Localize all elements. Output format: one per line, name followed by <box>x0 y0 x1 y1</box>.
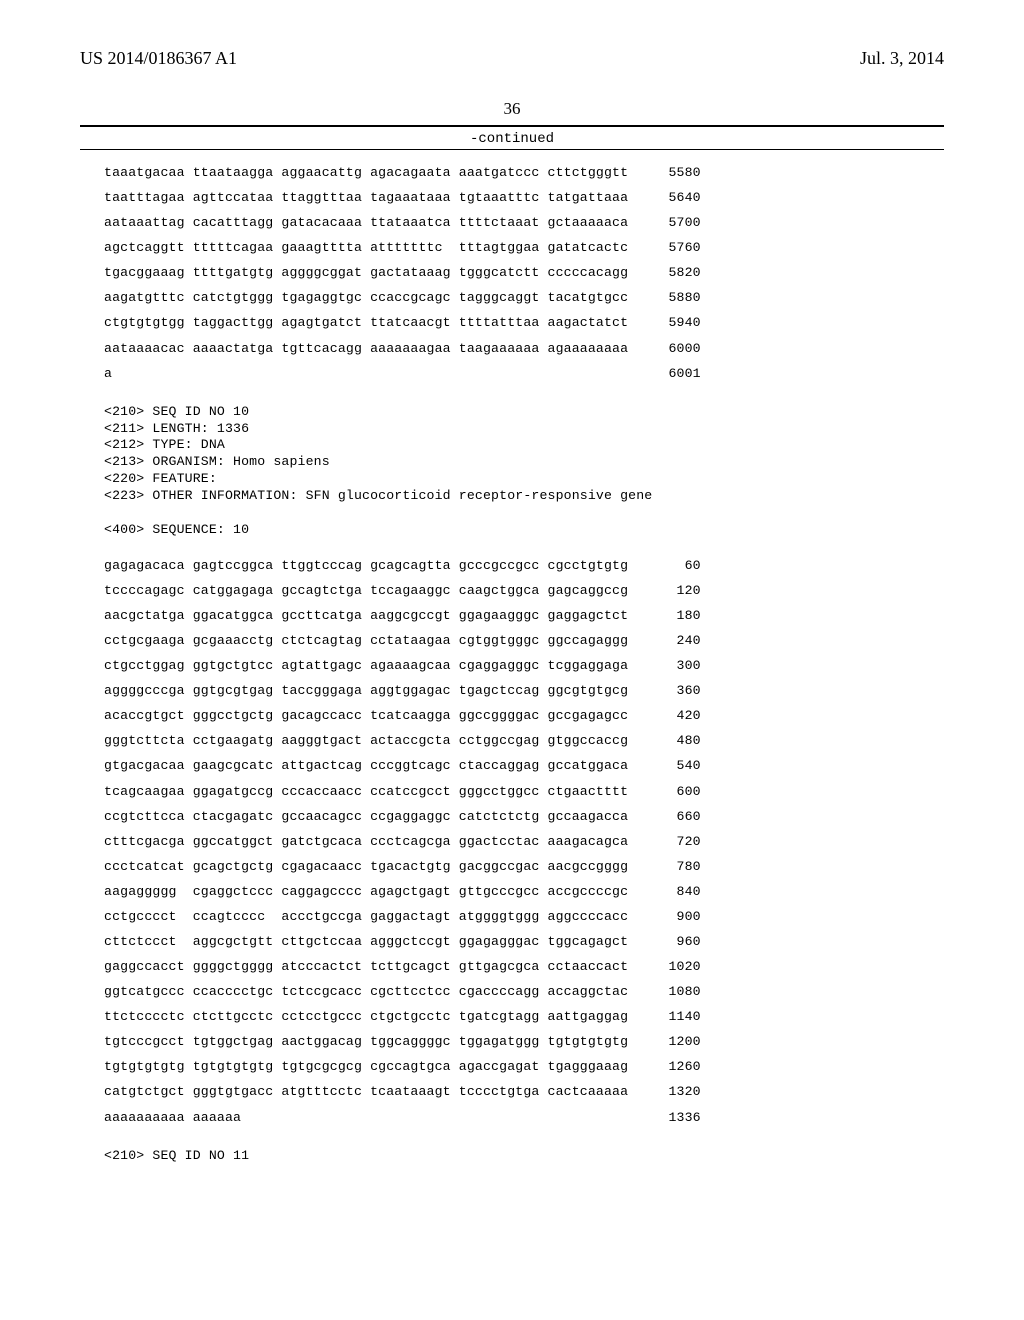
page-header: US 2014/0186367 A1 Jul. 3, 2014 <box>80 48 944 69</box>
sequence-block-top: taaatgacaa ttaataagga aggaacattg agacaga… <box>104 160 944 386</box>
publication-number: US 2014/0186367 A1 <box>80 48 237 69</box>
page-root: US 2014/0186367 A1 Jul. 3, 2014 36 -cont… <box>0 0 1024 1320</box>
top-rule-2 <box>80 149 944 150</box>
page-number: 36 <box>80 99 944 119</box>
sequence-meta-block: <210> SEQ ID NO 10 <211> LENGTH: 1336 <2… <box>104 404 944 539</box>
publication-date: Jul. 3, 2014 <box>860 48 944 69</box>
sequence-block-main: gagagacaca gagtccggca ttggtcccag gcagcag… <box>104 553 944 1130</box>
continued-label: -continued <box>80 127 944 149</box>
sequence-footer-meta: <210> SEQ ID NO 11 <box>104 1148 944 1165</box>
